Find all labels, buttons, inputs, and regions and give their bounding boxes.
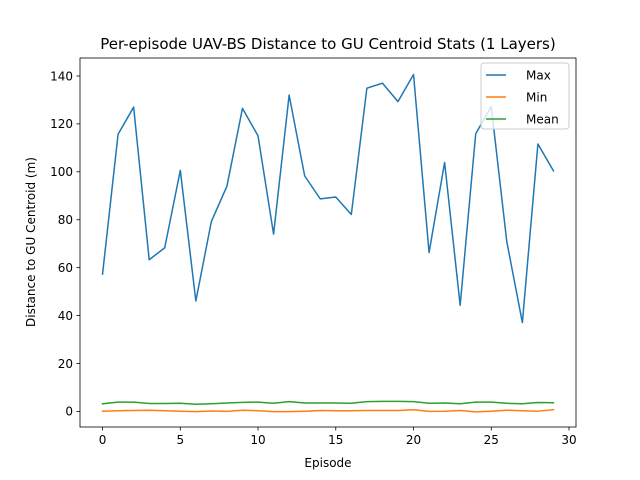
- y-tick-label: 40: [58, 309, 73, 323]
- y-tick-label: 0: [65, 405, 73, 419]
- legend-box: [480, 62, 570, 130]
- x-tick-label: 5: [176, 433, 184, 447]
- x-axis: 0 5 10 15 20 25 30: [99, 427, 577, 447]
- y-tick-label: 60: [58, 261, 73, 275]
- legend-label-mean: Mean: [526, 112, 559, 126]
- x-tick-label: 0: [99, 433, 107, 447]
- x-axis-label: Episode: [304, 456, 351, 470]
- plot-frame: [79, 57, 577, 428]
- y-tick-label: 100: [50, 165, 73, 179]
- legend: Max Min Mean: [480, 62, 570, 130]
- plot-area: [101, 73, 555, 413]
- y-tick-label: 140: [50, 69, 73, 83]
- x-tick-label: 25: [484, 433, 499, 447]
- y-tick-label: 20: [58, 357, 73, 371]
- y-tick-label: 120: [50, 117, 73, 131]
- y-axis: 0 20 40 60 80 100 120 140: [50, 69, 80, 419]
- x-tick-label: 20: [406, 433, 421, 447]
- legend-label-min: Min: [526, 90, 547, 104]
- x-tick-label: 30: [561, 433, 576, 447]
- series-line-max: [101, 73, 555, 324]
- chart-title: Per-episode UAV-BS Distance to GU Centro…: [100, 35, 555, 53]
- series-line-min: [101, 408, 555, 413]
- x-tick-label: 10: [250, 433, 265, 447]
- y-tick-label: 80: [58, 213, 73, 227]
- series-line-mean: [101, 400, 555, 405]
- legend-label-max: Max: [526, 68, 551, 82]
- y-axis-label: Distance to GU Centroid (m): [24, 157, 38, 327]
- x-tick-label: 15: [328, 433, 343, 447]
